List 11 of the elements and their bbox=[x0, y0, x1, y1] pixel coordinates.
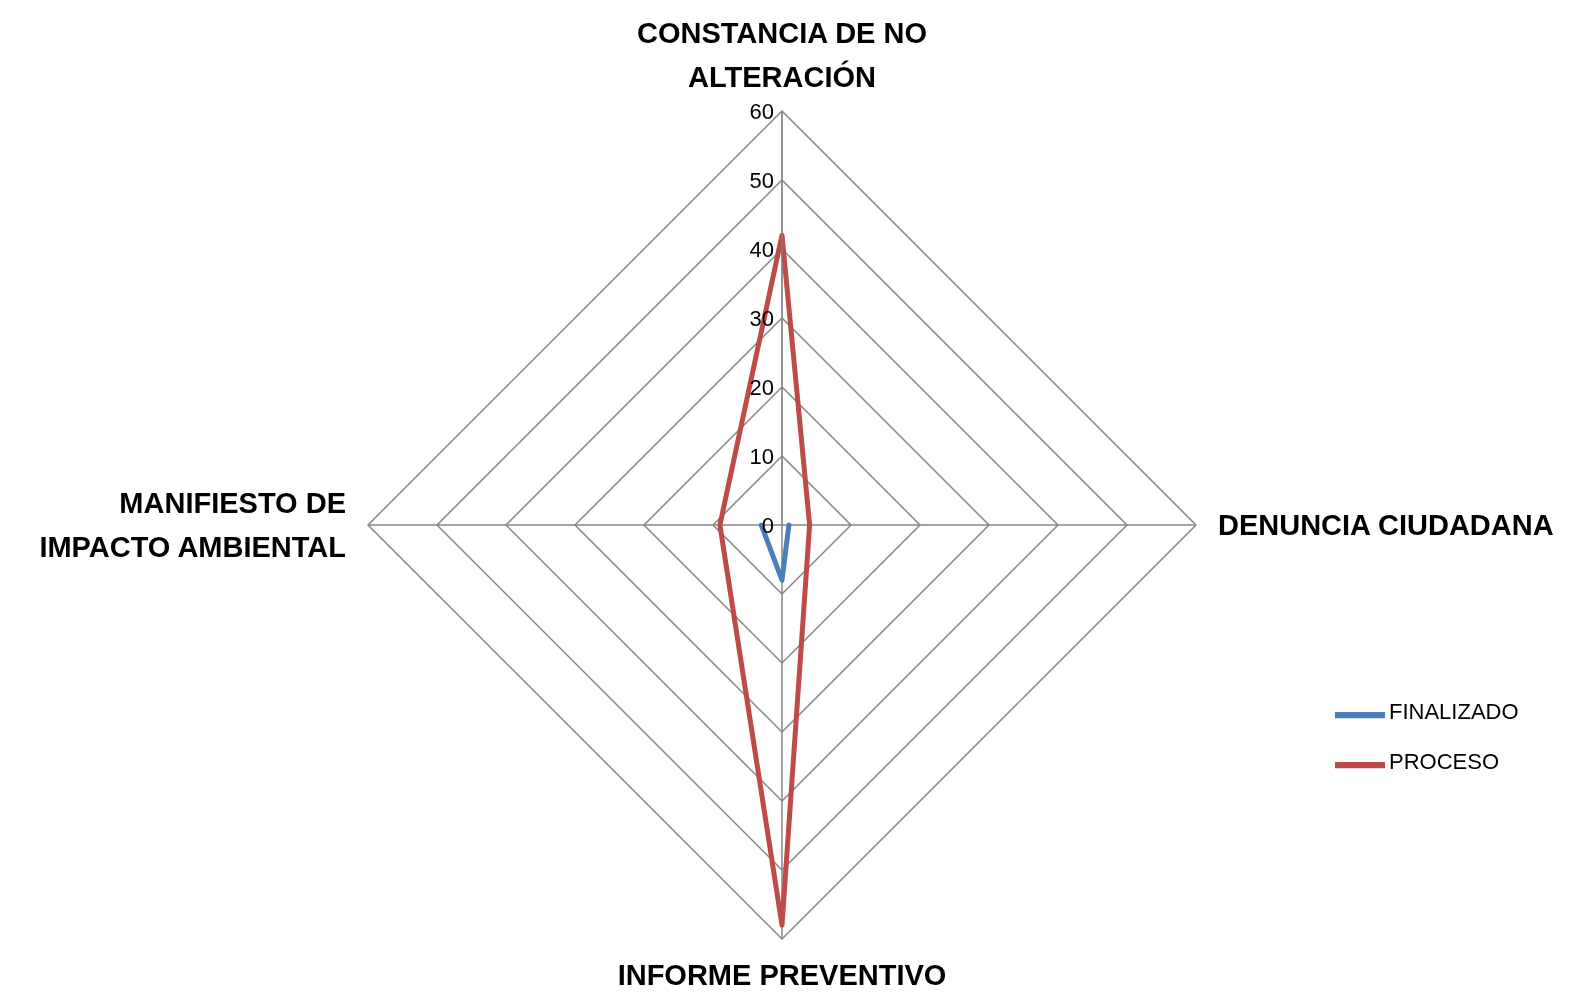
spoke-label: DENUNCIA CIUDADANA bbox=[1218, 509, 1554, 541]
y-tick-label: 10 bbox=[749, 444, 774, 469]
legend-label: PROCESO bbox=[1389, 748, 1500, 774]
y-tick-label: 40 bbox=[749, 237, 774, 262]
y-tick-label: 50 bbox=[749, 168, 774, 193]
y-tick-label: 0 bbox=[761, 513, 774, 538]
spoke-label: MANIFIESTO DE IMPACTO AMBIENTAL bbox=[39, 487, 346, 563]
spoke-label: CONSTANCIA DE NO ALTERACIÓN bbox=[637, 17, 927, 93]
legend-label: FINALIZADO bbox=[1389, 698, 1519, 724]
spoke-label: INFORME PREVENTIVO bbox=[617, 959, 947, 991]
y-tick-label: 60 bbox=[749, 99, 774, 124]
